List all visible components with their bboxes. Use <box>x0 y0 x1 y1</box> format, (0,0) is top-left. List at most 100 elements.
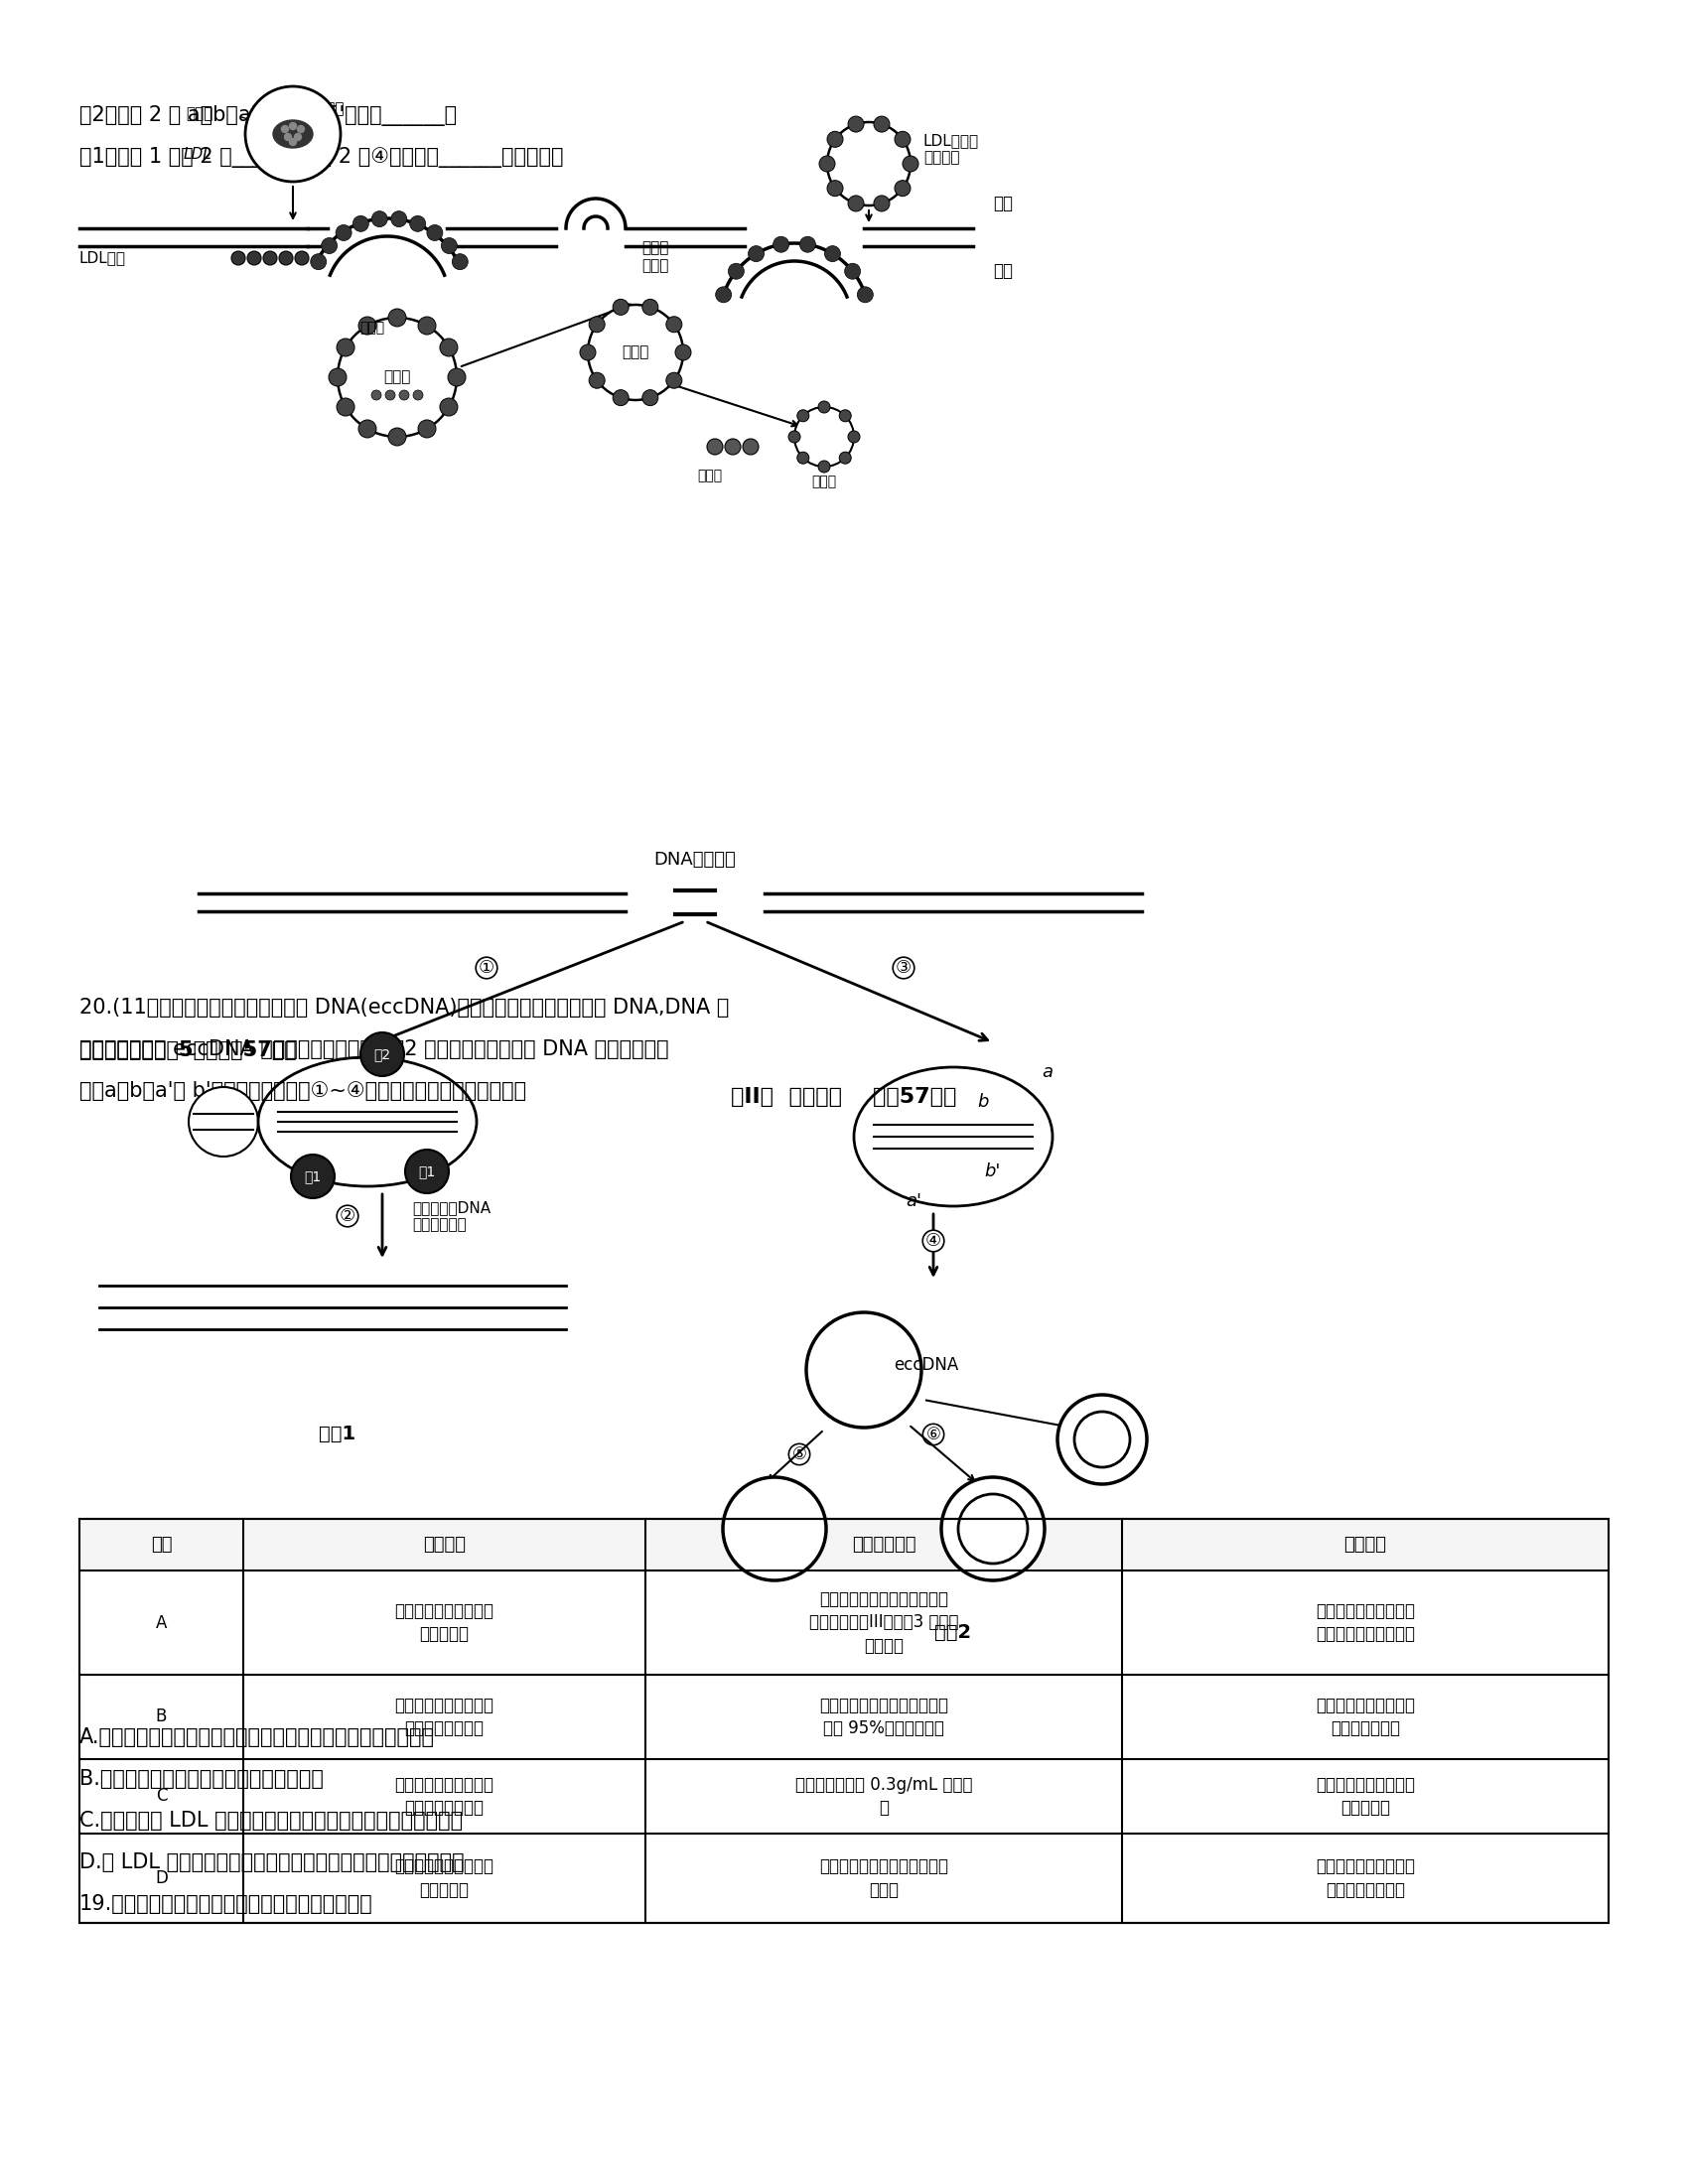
Circle shape <box>667 317 682 332</box>
Text: DNA复制起点: DNA复制起点 <box>653 852 736 869</box>
Text: 部分实验操作: 部分实验操作 <box>852 1535 915 1553</box>
Circle shape <box>358 317 376 334</box>
Circle shape <box>942 1476 1045 1581</box>
Text: 损伤可能会导致 eccDNA 的形成。下图中途径 1、2 分别表示真核细胞中 DNA 复制的两种情: 损伤可能会导致 eccDNA 的形成。下图中途径 1、2 分别表示真核细胞中 D… <box>79 1040 668 1059</box>
Circle shape <box>329 369 346 387</box>
Text: a': a' <box>905 1192 922 1210</box>
Circle shape <box>282 124 289 133</box>
Circle shape <box>807 1313 922 1428</box>
Text: 胞内体: 胞内体 <box>383 369 410 384</box>
Circle shape <box>295 251 309 264</box>
Circle shape <box>290 1155 334 1199</box>
Text: （1）途径 1 中酶 2 为______，途径 2 中④过程需要______酶的作用。: （1）途径 1 中酶 2 为______，途径 2 中④过程需要______酶的… <box>79 146 564 168</box>
Text: 酶2: 酶2 <box>373 1048 392 1061</box>
Circle shape <box>613 389 628 406</box>
Circle shape <box>447 369 466 387</box>
Circle shape <box>410 216 425 232</box>
Text: 胞内: 胞内 <box>993 262 1013 280</box>
Circle shape <box>858 286 873 304</box>
Circle shape <box>385 391 395 400</box>
Circle shape <box>641 389 658 406</box>
Circle shape <box>285 133 292 140</box>
Circle shape <box>441 339 457 356</box>
Circle shape <box>405 1149 449 1192</box>
Circle shape <box>189 1088 258 1158</box>
Ellipse shape <box>273 120 312 149</box>
Text: 转运至
溶酶体: 转运至 溶酶体 <box>641 240 668 273</box>
Circle shape <box>743 439 758 454</box>
Text: ②: ② <box>339 1208 356 1225</box>
Text: 胞外: 胞外 <box>993 194 1013 212</box>
Text: b': b' <box>984 1162 1001 1179</box>
Circle shape <box>728 264 744 280</box>
Text: 胆固醇: 胆固醇 <box>697 470 722 483</box>
Circle shape <box>847 116 864 131</box>
Circle shape <box>847 197 864 212</box>
Circle shape <box>895 131 910 146</box>
Circle shape <box>959 1494 1028 1564</box>
Circle shape <box>675 345 690 360</box>
Circle shape <box>441 238 457 253</box>
Text: 将花生子叶切片放在载玻片上
直接滴加苏丹III染液，3 分钟后
洗去浮色: 将花生子叶切片放在载玻片上 直接滴加苏丹III染液，3 分钟后 洗去浮色 <box>809 1590 959 1655</box>
Text: 用洋葱鳞片叶内表皮观
察质壁分离和复原: 用洋葱鳞片叶内表皮观 察质壁分离和复原 <box>395 1776 495 1817</box>
Text: 膜包被: 膜包被 <box>360 321 385 334</box>
Text: ⑤: ⑤ <box>792 1446 807 1463</box>
Text: 观察到滤纸条上最宽的
色素带呈蓝绿色: 观察到滤纸条上最宽的 色素带呈蓝绿色 <box>1315 1697 1415 1738</box>
Circle shape <box>716 286 731 304</box>
Circle shape <box>800 236 815 253</box>
Text: B.胆固醇通过自由扩散的方式进入组织细胞: B.胆固醇通过自由扩散的方式进入组织细胞 <box>79 1769 324 1789</box>
Bar <box>79 1518 1609 1922</box>
Circle shape <box>1074 1411 1129 1468</box>
Text: 三、非选择题：共5题，共计57分。: 三、非选择题：共5题，共计57分。 <box>79 1040 297 1059</box>
Text: LDL受体返
回细胞膜: LDL受体返 回细胞膜 <box>923 133 979 166</box>
Circle shape <box>827 122 910 205</box>
Text: ⑥: ⑥ <box>927 1426 940 1444</box>
Text: D: D <box>155 1870 167 1887</box>
Circle shape <box>441 397 457 415</box>
Circle shape <box>398 391 408 400</box>
Text: ①: ① <box>478 959 495 976</box>
Circle shape <box>707 439 722 454</box>
Circle shape <box>903 155 918 173</box>
Text: 观察到细胞的角隅处充
满红色溶液: 观察到细胞的角隅处充 满红色溶液 <box>1315 1776 1415 1817</box>
Circle shape <box>827 131 842 146</box>
Circle shape <box>371 212 388 227</box>
Text: ④: ④ <box>925 1232 942 1249</box>
Text: D.当 LDL 受体缺陷时，血浆中的胆固醇增多，造成高胆固醇血症: D.当 LDL 受体缺陷时，血浆中的胆固醇增多，造成高胆固醇血症 <box>79 1852 464 1872</box>
Circle shape <box>246 251 262 264</box>
Circle shape <box>1057 1396 1146 1485</box>
Text: 况，a、b、a'和 b'表示子链的两端，①~④表示生理过程。请据图回答。: 况，a、b、a'和 b'表示子链的两端，①~④表示生理过程。请据图回答。 <box>79 1081 527 1101</box>
Text: 子叶细胞内和细胞间隙
都能观察到橘黄色颗粒: 子叶细胞内和细胞间隙 都能观察到橘黄色颗粒 <box>1315 1603 1415 1642</box>
Circle shape <box>874 197 890 212</box>
Text: 滴加含红墨水的 0.3g/mL 蔗糖溶
液: 滴加含红墨水的 0.3g/mL 蔗糖溶 液 <box>795 1776 972 1817</box>
Text: ③: ③ <box>896 959 912 976</box>
Circle shape <box>321 238 338 253</box>
Circle shape <box>427 225 442 240</box>
Text: LDL受体: LDL受体 <box>79 251 127 266</box>
Circle shape <box>874 116 890 131</box>
Circle shape <box>819 461 830 472</box>
Text: 酶1: 酶1 <box>304 1168 321 1184</box>
Text: 选项: 选项 <box>150 1535 172 1553</box>
Text: （2）途径 2 中 a、b、a'和 b'中为 5'端的是______。: （2）途径 2 中 a、b、a'和 b'中为 5'端的是______。 <box>79 105 457 127</box>
Circle shape <box>289 138 297 146</box>
Circle shape <box>895 181 910 197</box>
Circle shape <box>336 339 354 356</box>
Text: C: C <box>155 1787 167 1806</box>
Text: eccDNA: eccDNA <box>893 1356 959 1374</box>
Circle shape <box>289 122 297 129</box>
Circle shape <box>353 216 368 232</box>
Text: 载脂蛋白: 载脂蛋白 <box>307 103 344 116</box>
Text: 观察黑藻叶片中叶绿体
形态和分布: 观察黑藻叶片中叶绿体 形态和分布 <box>395 1859 495 1898</box>
Text: 途径1: 途径1 <box>319 1424 356 1444</box>
Circle shape <box>667 373 682 389</box>
Circle shape <box>847 430 859 443</box>
Text: 20.(11分）真核细胞内染色体外环状 DNA(eccDNA)是游离于染色体基因组外的 DNA,DNA 的: 20.(11分）真核细胞内染色体外环状 DNA(eccDNA)是游离于染色体基因… <box>79 998 729 1018</box>
Text: 酶1: 酶1 <box>419 1164 436 1179</box>
Circle shape <box>231 251 245 264</box>
Circle shape <box>839 411 851 422</box>
Text: 用鲜绿菠菜叶提取和分
离叶绿体中的色素: 用鲜绿菠菜叶提取和分 离叶绿体中的色素 <box>395 1697 495 1738</box>
Circle shape <box>613 299 628 314</box>
Text: 胆固醇: 胆固醇 <box>186 107 213 122</box>
Circle shape <box>589 317 604 332</box>
